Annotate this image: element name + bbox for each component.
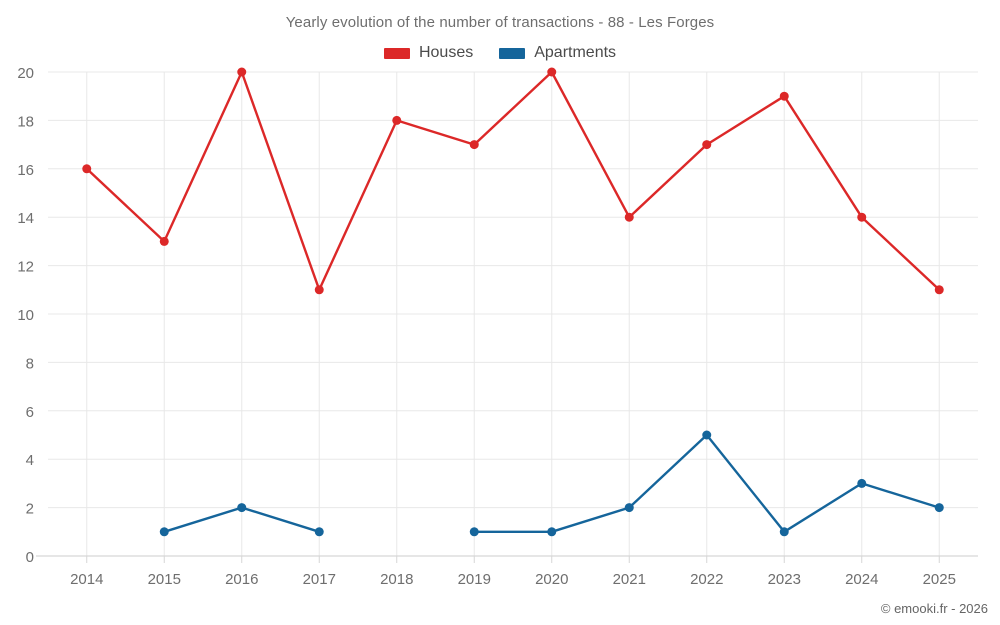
y-axis-tick-label: 8 [26, 355, 34, 372]
x-axis-tick-label: 2019 [458, 571, 491, 588]
y-axis-tick-label: 4 [26, 452, 34, 469]
data-point-marker[interactable] [547, 527, 557, 537]
data-point-marker[interactable] [857, 212, 867, 222]
data-point-marker[interactable] [314, 285, 324, 295]
data-point-marker[interactable] [702, 140, 712, 150]
grid-lines [48, 71, 978, 563]
y-axis-tick-labels: 0 2 4 6 8 10 12 14 16 18 20 [17, 65, 34, 566]
legend-swatch-apartments [499, 47, 526, 59]
data-series-layer [82, 67, 944, 537]
legend-item-apartments[interactable]: Apartments [499, 44, 616, 62]
x-axis-tick-label: 2023 [768, 571, 801, 588]
chart-legend: Houses Apartments [0, 44, 1000, 62]
data-point-marker[interactable] [237, 503, 247, 513]
y-axis-tick-label: 2 [26, 501, 34, 518]
data-point-marker[interactable] [392, 115, 402, 125]
data-point-marker[interactable] [702, 430, 712, 440]
data-point-marker[interactable] [547, 67, 557, 77]
series-line [85, 70, 941, 291]
x-axis-tick-label: 2021 [613, 571, 646, 588]
data-point-marker[interactable] [159, 236, 169, 246]
data-point-marker[interactable] [82, 164, 92, 174]
page-title: Yearly evolution of the number of transa… [285, 14, 715, 31]
data-point-marker[interactable] [159, 527, 169, 537]
data-point-marker[interactable] [469, 140, 479, 150]
data-point-marker[interactable] [237, 67, 247, 77]
x-axis-tick-label: 2024 [845, 571, 878, 588]
legend-item-houses[interactable]: Houses [383, 44, 474, 62]
data-point-marker[interactable] [934, 285, 944, 295]
data-point-marker[interactable] [624, 212, 634, 222]
y-axis-tick-label: 6 [26, 404, 34, 421]
data-point-marker[interactable] [934, 503, 944, 513]
y-axis-tick-label: 18 [17, 113, 34, 130]
y-axis-tick-label: 16 [17, 162, 34, 179]
y-axis-tick-label: 20 [17, 65, 34, 82]
y-axis-tick-label: 10 [17, 307, 34, 324]
x-axis-tick-label: 2022 [690, 571, 723, 588]
legend-label-apartments: Apartments [534, 44, 617, 61]
x-axis-tick-label: 2018 [380, 571, 413, 588]
x-axis-tick-label: 2020 [535, 571, 568, 588]
data-point-marker[interactable] [624, 503, 634, 513]
data-point-marker[interactable] [779, 527, 789, 537]
x-axis-tick-label: 2016 [225, 571, 258, 588]
series-apartments [159, 430, 944, 537]
legend-label-houses: Houses [418, 44, 474, 61]
series-houses [82, 67, 944, 295]
data-point-marker[interactable] [314, 527, 324, 537]
x-axis-tick-label: 2014 [70, 571, 103, 588]
x-axis-tick-label: 2017 [303, 571, 336, 588]
y-axis-tick-label: 14 [17, 210, 34, 227]
data-point-marker[interactable] [469, 527, 479, 537]
x-axis-tick-label: 2025 [923, 571, 956, 588]
copyright-credit: © emooki.fr - 2026 [880, 601, 988, 616]
y-axis-tick-label: 0 [26, 549, 34, 566]
data-point-marker[interactable] [779, 91, 789, 101]
legend-swatch-houses [383, 47, 410, 59]
x-axis-tick-labels: 2014 2015 2016 2017 2018 2019 2020 2021 2022 2023… [70, 571, 956, 588]
data-point-marker[interactable] [857, 478, 867, 488]
x-axis-tick-label: 2015 [148, 571, 181, 588]
y-axis-tick-label: 12 [17, 259, 34, 276]
